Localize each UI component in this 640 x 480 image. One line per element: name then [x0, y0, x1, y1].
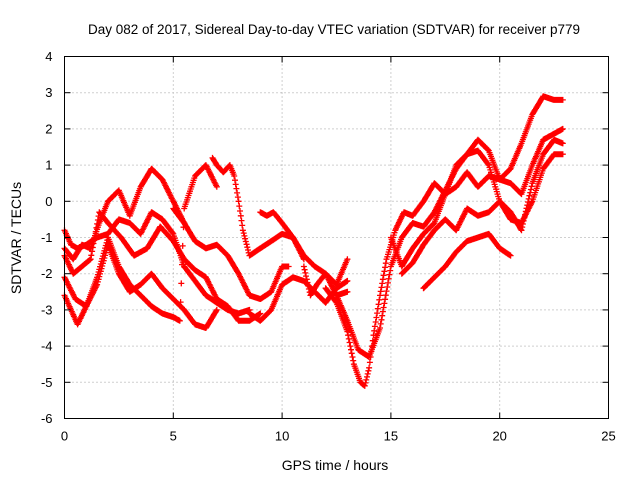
grid: [64, 56, 609, 419]
y-tick-label: -4: [41, 339, 53, 354]
y-axis-label: SDTVAR / TECUs: [8, 182, 24, 294]
series-satellite-track-L: [387, 136, 566, 270]
series-satellite-track-O: [300, 263, 351, 299]
y-tick-label: 4: [45, 49, 52, 64]
x-tick-label: 20: [492, 429, 506, 444]
series-satellite-track-J: [322, 93, 566, 389]
y-tick-label: -1: [41, 230, 53, 245]
series-satellite-track-M: [398, 151, 566, 277]
series-satellite-track-G: [170, 205, 292, 302]
y-tick-label: -2: [41, 266, 53, 281]
series-satellite-track-F: [209, 154, 307, 263]
x-axis-label: GPS time / hours: [282, 457, 389, 473]
y-tick-label: 1: [45, 158, 52, 173]
y-tick-label: -6: [41, 411, 53, 426]
x-tick-label: 0: [61, 429, 68, 444]
x-tick-label: 15: [384, 429, 398, 444]
y-tick-label: -5: [41, 375, 53, 390]
axis-ticks: 0 5 10 15 20 25 -6 -5 -4 -3 -2 -1 0 1 2 3 4: [41, 49, 616, 444]
y-tick-label: 2: [45, 121, 52, 136]
data-series: [61, 93, 566, 389]
x-tick-label: 10: [275, 429, 289, 444]
y-tick-label: 3: [45, 85, 52, 100]
x-tick-label: 5: [170, 429, 177, 444]
series-satellite-track-K: [333, 125, 566, 360]
y-tick-label: 0: [45, 194, 52, 209]
chart-title: Day 082 of 2017, Sidereal Day-to-day VTE…: [88, 22, 580, 37]
x-tick-label: 25: [601, 429, 615, 444]
y-tick-label: -3: [41, 302, 53, 317]
series-satellite-track-N: [420, 230, 514, 292]
